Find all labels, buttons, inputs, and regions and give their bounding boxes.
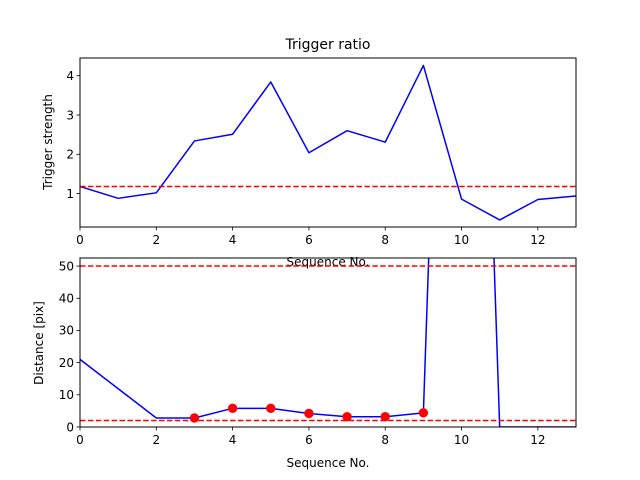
y-tick-label: 50 xyxy=(59,259,74,273)
x-tick-label: 8 xyxy=(381,433,389,447)
plot-area: 0 2 4 6 8 10 12 0 10 20 30 40 50 xyxy=(59,257,577,447)
y-tick-label: 2 xyxy=(66,148,74,162)
x-tick-label: 0 xyxy=(76,233,84,247)
y-tick-label: 1 xyxy=(66,187,74,201)
y-tick-label: 4 xyxy=(66,69,74,83)
chart-title: Trigger ratio xyxy=(284,37,370,53)
x-tick-label: 4 xyxy=(229,433,237,447)
x-tick-label: 12 xyxy=(530,233,545,247)
x-tick-label: 6 xyxy=(305,433,313,447)
x-tick-label: 10 xyxy=(454,433,469,447)
y-tick-label: 20 xyxy=(59,356,74,370)
y-tick-label: 3 xyxy=(66,108,74,122)
y-tick-label: 40 xyxy=(59,292,74,306)
x-tick-label: 6 xyxy=(305,233,313,247)
data-point xyxy=(266,403,276,414)
y-tick-label: 30 xyxy=(59,324,74,338)
distance-chart: 0 2 4 6 8 10 12 0 10 20 30 40 50 Sequence No. Distan… xyxy=(32,257,577,470)
x-tick-label: 2 xyxy=(152,233,160,247)
y-axis-label: Trigger strength xyxy=(41,94,55,191)
axes-frame xyxy=(79,257,577,428)
x-tick-label: 4 xyxy=(229,233,237,247)
series-line xyxy=(80,64,576,221)
y-tick-label: 0 xyxy=(66,420,74,434)
data-point xyxy=(189,413,200,423)
y-tick-label: 10 xyxy=(59,388,74,402)
data-point xyxy=(304,408,314,419)
y-axis-label: Distance [pix] xyxy=(32,301,46,385)
x-tick-label: 10 xyxy=(454,233,469,247)
axes-frame xyxy=(79,57,577,228)
x-tick-label: 2 xyxy=(152,433,160,447)
data-point xyxy=(418,408,429,418)
x-axis-label: Sequence No. xyxy=(287,255,370,269)
x-tick-label: 0 xyxy=(76,433,84,447)
data-point xyxy=(342,411,352,422)
x-tick-label: 8 xyxy=(381,233,389,247)
x-axis-label: Sequence No. xyxy=(287,456,370,470)
data-point xyxy=(380,411,390,422)
data-point xyxy=(227,403,238,414)
plot-marks xyxy=(80,258,576,427)
x-tick-label: 12 xyxy=(530,433,545,447)
plot-marks xyxy=(80,64,576,221)
